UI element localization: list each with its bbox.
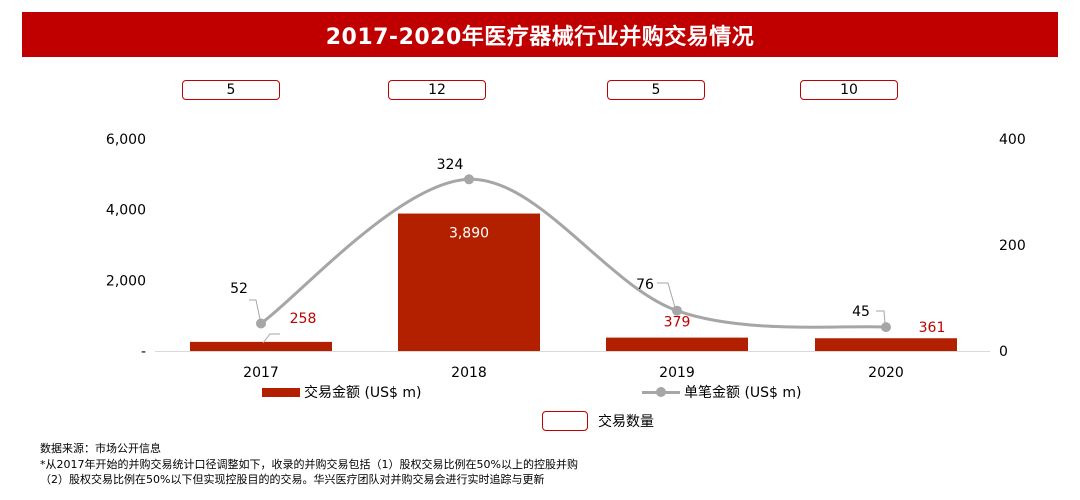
line-value-label: 45 bbox=[852, 304, 870, 320]
legend-bar-swatch bbox=[262, 387, 300, 397]
leader-line bbox=[657, 282, 677, 312]
right-axis-tick-label: 0 bbox=[999, 344, 1008, 360]
bar-value-label: 3,890 bbox=[449, 226, 489, 242]
line-value-label: 76 bbox=[636, 277, 654, 293]
source-note: 数据来源：市场公开信息 bbox=[40, 442, 161, 455]
bar bbox=[815, 338, 957, 351]
bar bbox=[190, 341, 332, 351]
line-point bbox=[464, 174, 474, 185]
right-axis-tick-label: 200 bbox=[999, 238, 1026, 254]
left-axis-tick-label: 6,000 bbox=[106, 132, 146, 148]
legend-count: 交易数量 bbox=[542, 411, 654, 431]
line-point bbox=[672, 305, 682, 316]
left-axis-tick-label: 2,000 bbox=[106, 273, 146, 289]
chart-title: 2017-2020年医疗器械行业并购交易情况 bbox=[22, 12, 1058, 57]
leader-line bbox=[249, 299, 262, 325]
deal-count-2017: 5 bbox=[182, 80, 280, 100]
deal-count-2020: 10 bbox=[800, 80, 898, 100]
leader-line bbox=[262, 333, 280, 344]
bar-value-label: 379 bbox=[664, 315, 691, 331]
legend-count-label: 交易数量 bbox=[598, 414, 654, 430]
legend-bar: 交易金额 (US$ m) bbox=[262, 382, 422, 402]
footnote-1: *从2017年开始的并购交易统计口径调整如下，收录的并购交易包括（1）股权交易比… bbox=[40, 458, 578, 471]
legend-line: 单笔金额 (US$ m) bbox=[642, 382, 802, 402]
legend-count-swatch bbox=[542, 411, 588, 431]
legend-line-label: 单笔金额 (US$ m) bbox=[684, 385, 802, 401]
deal-count-2019: 5 bbox=[607, 80, 705, 100]
line-value-label: 324 bbox=[437, 157, 464, 173]
left-axis-tick-label: 4,000 bbox=[106, 203, 146, 219]
line-point bbox=[881, 322, 891, 333]
legend-bar-label: 交易金额 (US$ m) bbox=[304, 385, 422, 401]
bar bbox=[606, 337, 748, 351]
x-axis-tick-label: 2020 bbox=[868, 365, 904, 381]
legend-line-swatch bbox=[642, 386, 680, 398]
x-axis-tick-label: 2017 bbox=[243, 365, 279, 381]
deal-count-2018: 12 bbox=[388, 80, 486, 100]
bar bbox=[398, 213, 540, 351]
bar-value-label: 258 bbox=[290, 311, 317, 327]
leader-line bbox=[876, 310, 886, 325]
x-axis-tick-label: 2018 bbox=[451, 365, 487, 381]
line-series-path bbox=[260, 177, 887, 329]
bar-value-label: 361 bbox=[919, 320, 946, 336]
right-axis-tick-label: 400 bbox=[999, 132, 1026, 148]
line-value-label: 52 bbox=[230, 281, 248, 297]
x-axis-tick-label: 2019 bbox=[659, 365, 695, 381]
footnote-2: （2）股权交易比例在50%以下但实现控股目的的交易。华兴医疗团队对并购交易会进行… bbox=[40, 473, 545, 486]
left-axis-tick-label: - bbox=[141, 344, 146, 360]
